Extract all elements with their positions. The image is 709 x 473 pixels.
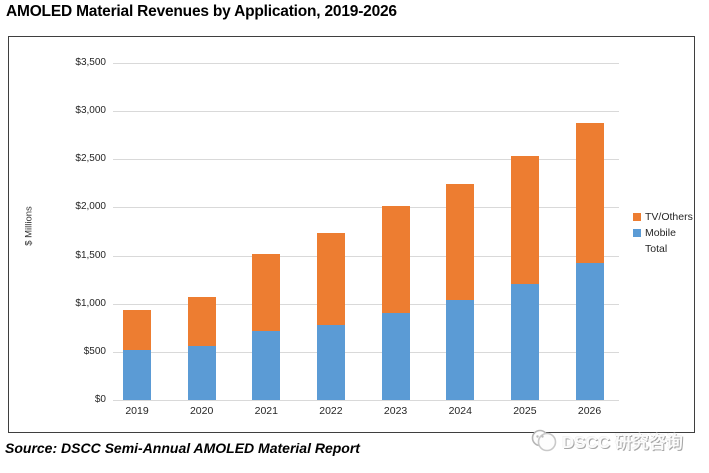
legend: TV/Others Mobile Total (633, 209, 693, 257)
y-tick-label: $500 (47, 346, 106, 357)
x-tick-label-2021: 2021 (240, 405, 292, 417)
legend-item-tv-others: TV/Others (633, 209, 693, 225)
y-tick-label: $2,000 (47, 201, 106, 212)
legend-swatch-icon (633, 229, 641, 237)
legend-item-mobile: Mobile (633, 225, 693, 241)
legend-label: Total (645, 243, 667, 255)
gridline-2500 (113, 159, 619, 160)
bar-segment-mobile-2020 (188, 346, 216, 400)
dscc-logo-icon (530, 427, 557, 453)
bar-segment-tv-others-2021 (252, 254, 280, 331)
bar-segment-mobile-2023 (382, 313, 410, 400)
bar-segment-mobile-2021 (252, 331, 280, 400)
bar-segment-tv-others-2024 (446, 184, 474, 301)
x-tick-label-2024: 2024 (434, 405, 486, 417)
chart-frame: $ Millions TV/Others Mobile Total $0 $500 $1… (8, 36, 695, 433)
bar-segment-tv-others-2019 (123, 310, 151, 349)
dscc-watermark: DSCC 研究咨询 (530, 427, 683, 453)
x-tick-label-2025: 2025 (499, 405, 551, 417)
x-tick-label-2019: 2019 (111, 405, 163, 417)
legend-label: Mobile (645, 227, 676, 239)
dscc-watermark-text: DSCC 研究咨询 (562, 428, 683, 453)
bar-segment-mobile-2025 (511, 284, 539, 400)
gridline-2000 (113, 207, 619, 208)
legend-swatch-empty (633, 245, 641, 253)
gridline-3500 (113, 63, 619, 64)
gridline-3000 (113, 111, 619, 112)
source-caption: Source: DSCC Semi-Annual AMOLED Material… (5, 440, 360, 456)
bar-segment-tv-others-2026 (576, 123, 604, 263)
legend-swatch-icon (633, 213, 641, 221)
x-tick-label-2020: 2020 (176, 405, 228, 417)
y-tick-label: $1,000 (47, 298, 106, 309)
bar-segment-tv-others-2020 (188, 297, 216, 346)
bar-segment-mobile-2026 (576, 263, 604, 400)
gridline-0 (113, 400, 619, 401)
y-tick-label: $0 (47, 394, 106, 405)
gridline-1500 (113, 256, 619, 257)
bar-segment-tv-others-2023 (382, 206, 410, 314)
chart-title: AMOLED Material Revenues by Application,… (6, 3, 397, 21)
bar-segment-mobile-2022 (317, 325, 345, 400)
bar-segment-mobile-2019 (123, 350, 151, 400)
y-tick-label: $3,500 (47, 57, 106, 68)
bar-segment-mobile-2024 (446, 300, 474, 400)
y-tick-label: $1,500 (47, 250, 106, 261)
bar-segment-tv-others-2022 (317, 233, 345, 325)
y-tick-label: $3,000 (47, 105, 106, 116)
bar-segment-tv-others-2025 (511, 156, 539, 285)
legend-item-total: Total (633, 241, 693, 257)
x-tick-label-2026: 2026 (564, 405, 616, 417)
y-axis-title: $ Millions (24, 206, 35, 246)
x-tick-label-2023: 2023 (370, 405, 422, 417)
y-tick-label: $2,500 (47, 153, 106, 164)
legend-label: TV/Others (645, 211, 693, 223)
x-tick-label-2022: 2022 (305, 405, 357, 417)
